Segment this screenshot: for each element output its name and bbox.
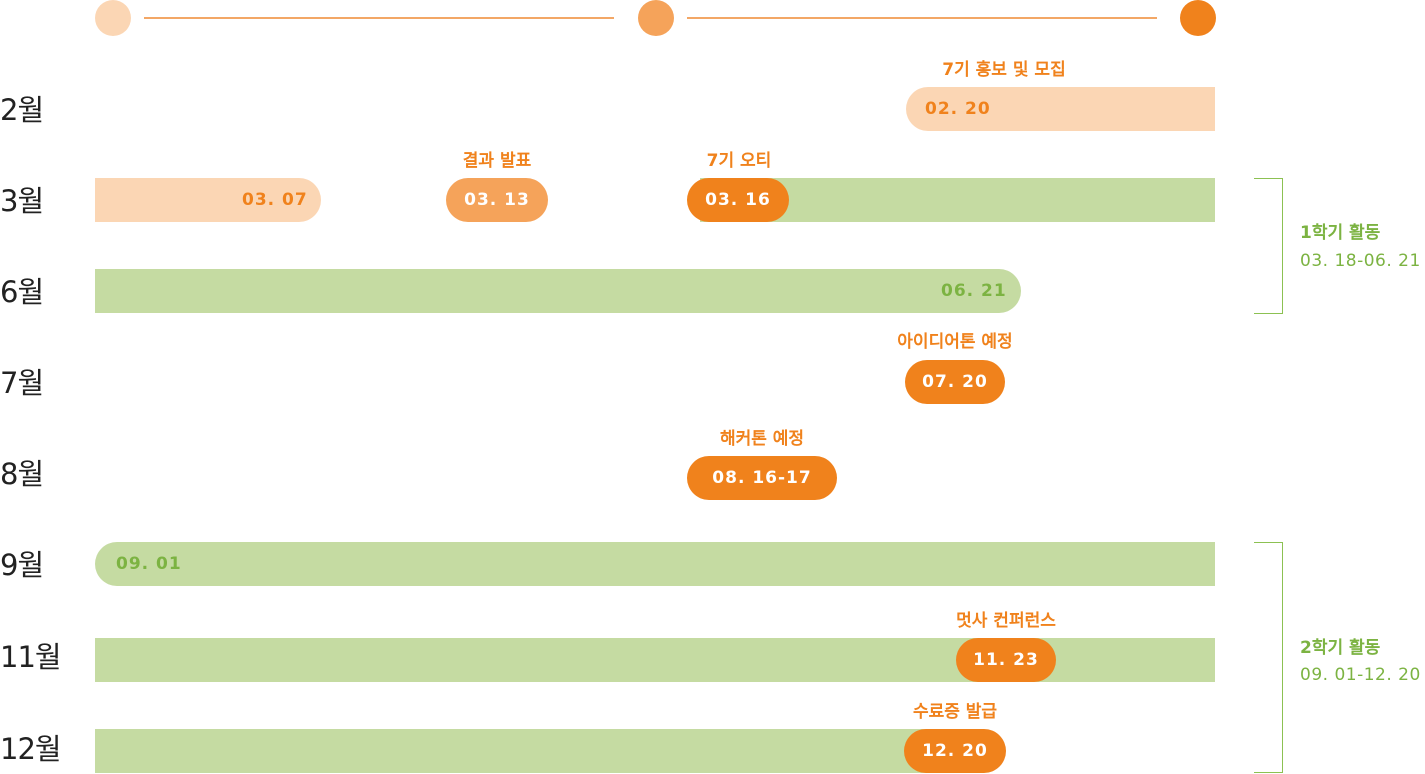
event-label-ot: 7기 오티	[706, 151, 772, 171]
event-label-recruit: 7기 홍보 및 모집	[942, 60, 1066, 80]
semester1-bar	[95, 269, 1021, 313]
event-label-certificate: 수료증 발급	[912, 702, 998, 722]
semester2-bracket	[1254, 542, 1283, 773]
hackathon-date-pill: 08. 16-17	[687, 456, 837, 500]
application-period-bar	[95, 178, 321, 222]
result-date-pill: 03. 13	[446, 178, 548, 222]
event-label-conference: 멋사 컨퍼런스	[956, 611, 1056, 631]
certificate-date-pill: 12. 20	[904, 729, 1006, 773]
stage-connector	[687, 17, 1157, 19]
event-label-result: 결과 발표	[462, 151, 532, 171]
stage-dot-recruit	[95, 0, 131, 36]
stage-dot-result	[638, 0, 674, 36]
semester2-bar	[95, 542, 1215, 586]
conference-date-pill: 11. 23	[956, 638, 1056, 682]
ideathon-date-pill: 07. 20	[905, 360, 1005, 404]
ot-date-pill: 03. 16	[687, 178, 789, 222]
month-label: 11월	[0, 640, 62, 674]
semester1-end-date: 06. 21	[941, 281, 1007, 301]
semester2-range: 09. 01-12. 20	[1300, 665, 1421, 685]
semester2-bar	[95, 729, 935, 773]
stage-connector	[144, 17, 614, 19]
recruit-date: 02. 20	[925, 99, 991, 119]
close-date: 03. 07	[242, 190, 308, 210]
semester2-title: 2학기 활동	[1300, 638, 1381, 658]
month-label: 3월	[0, 184, 44, 218]
event-label-hackathon: 해커톤 예정	[719, 429, 805, 449]
semester1-range: 03. 18-06. 21	[1300, 251, 1421, 271]
month-label: 2월	[0, 93, 44, 127]
semester1-title: 1학기 활동	[1300, 223, 1381, 243]
stage-dot-activity	[1180, 0, 1216, 36]
month-label: 7월	[0, 366, 44, 400]
month-label: 12월	[0, 732, 62, 766]
month-label: 9월	[0, 548, 44, 582]
semester1-bracket	[1254, 178, 1283, 314]
month-label: 6월	[0, 275, 44, 309]
month-label: 8월	[0, 457, 44, 491]
semester2-start-date: 09. 01	[116, 554, 182, 574]
event-label-ideathon: 아이디어톤 예정	[897, 332, 1013, 352]
recruit-period-bar	[906, 87, 1215, 131]
